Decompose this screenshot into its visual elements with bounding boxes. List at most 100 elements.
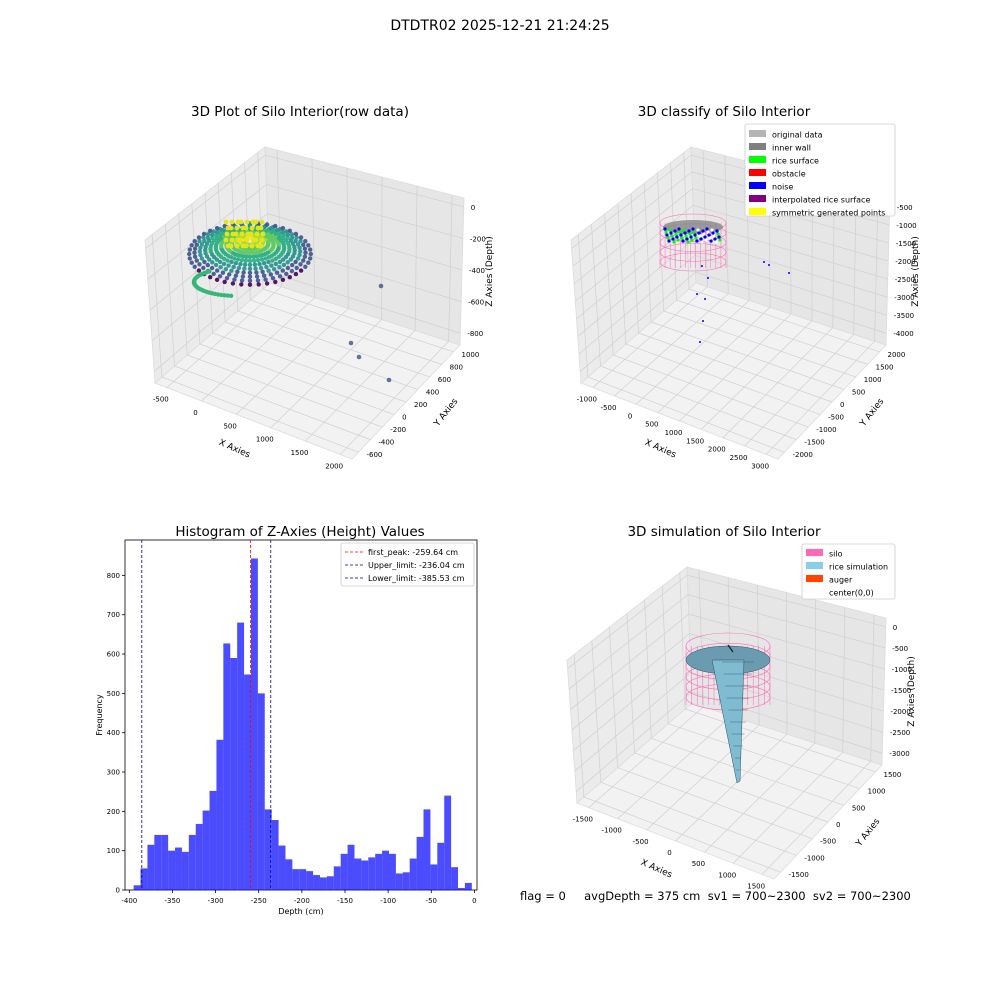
noise-point: [768, 264, 770, 266]
p4-z-tick-label: 0: [893, 624, 897, 632]
raw-point: [215, 268, 220, 273]
classified-point: [697, 231, 701, 235]
p1-y-grid: [225, 321, 418, 390]
p2-x-grid-wall: [702, 150, 708, 287]
raw-point: [189, 260, 194, 265]
raw-point: [266, 268, 271, 273]
classified-point: [705, 227, 709, 231]
p4-z-grid-wall: [575, 691, 692, 792]
raw-point: [295, 242, 301, 247]
raw-point: [242, 262, 248, 267]
y-tick-label: 400: [107, 729, 120, 737]
p4-y-grid: [583, 796, 781, 873]
y-tick-label: 300: [107, 769, 120, 777]
p2-y-grid: [676, 299, 868, 365]
raw-point: [201, 231, 207, 237]
raw-point-peak: [253, 237, 259, 243]
p4-z-grid: [688, 613, 885, 670]
x-tick-label: -100: [380, 897, 396, 905]
raw-point: [280, 277, 286, 282]
raw-point: [194, 258, 199, 263]
raw-point: [289, 232, 295, 237]
raw-point-peak: [229, 219, 235, 225]
raw-point: [238, 261, 243, 267]
raw-point: [210, 260, 215, 265]
raw-point: [293, 238, 298, 244]
raw-point: [239, 258, 245, 263]
raw-point: [229, 259, 234, 265]
raw-point: [263, 256, 268, 261]
raw-point-peak: [253, 219, 259, 225]
p1-y-tick-label: 200: [414, 401, 427, 409]
histogram-bar: [423, 809, 431, 890]
raw-point: [213, 262, 219, 268]
legend-label: silo: [829, 550, 843, 559]
classified-point: [708, 236, 712, 240]
p4-y-grid: [617, 767, 813, 840]
p4-y-tick-label: 1500: [884, 771, 902, 779]
classified-point: [709, 239, 713, 243]
raw-point: [302, 254, 308, 259]
raw-point: [303, 250, 308, 255]
raw-point: [240, 274, 246, 279]
raw-point: [277, 259, 283, 265]
x-axis-label: Depth (cm): [278, 907, 323, 916]
raw-point: [295, 256, 301, 261]
raw-point: [285, 232, 291, 237]
classified-point: [684, 234, 688, 238]
figure-title: DTDTR02 2025-12-21 21:24:25: [390, 18, 610, 34]
classified-point: [680, 236, 684, 240]
raw-point: [281, 242, 287, 248]
raw-point-peak: [223, 237, 229, 243]
raw-point: [303, 264, 308, 269]
classified-point: [700, 240, 704, 244]
raw-point: [192, 250, 197, 255]
p1-y-tick-label: 1000: [462, 351, 480, 359]
classified-point: [710, 228, 714, 232]
p4-y-grid: [600, 782, 797, 856]
p1-y-tick-label: 800: [450, 363, 463, 371]
histogram-bar: [230, 657, 238, 890]
p1-y-tick-label: -600: [366, 451, 382, 459]
p4-y-grid: [684, 708, 876, 773]
raw-point: [287, 275, 292, 280]
raw-point: [205, 235, 210, 240]
legend-swatch: [749, 195, 766, 202]
p4-x-tick-label: -1000: [602, 827, 622, 835]
classified-point: [703, 235, 707, 239]
raw-point: [214, 277, 220, 282]
p4-y-tick-label: -1000: [804, 854, 824, 862]
raw-point: [281, 257, 286, 262]
histogram-bar: [389, 853, 396, 890]
p1-x-tick-label: 1500: [291, 449, 309, 457]
raw-point-peak: [234, 225, 240, 231]
legend-swatch: [749, 182, 766, 189]
p2-z-grid-wall: [577, 238, 695, 337]
p2-x-tick-label: 1500: [686, 437, 704, 445]
histogram-bar: [181, 851, 189, 890]
histogram-bar: [140, 868, 148, 890]
raw-point: [253, 266, 258, 271]
p2-y-axis-label: Y Axies: [858, 397, 887, 430]
noise-point: [702, 320, 704, 322]
histogram-bar: [326, 876, 334, 890]
raw-point: [290, 262, 295, 268]
p4-y-tick-label: 1000: [868, 788, 886, 796]
legend-label: noise: [772, 183, 793, 192]
p2-z-tick-label: -1000: [896, 222, 916, 230]
p4-y-axis-label: Y Axies: [854, 817, 883, 850]
raw-point-ring: [219, 292, 224, 298]
raw-point: [285, 265, 291, 271]
raw-point: [264, 222, 270, 227]
raw-point: [273, 279, 278, 285]
x-tick-label: -200: [294, 897, 310, 905]
raw-point: [254, 270, 259, 275]
p4-x-grid-wall: [786, 592, 788, 735]
p4-z-grid: [687, 574, 886, 628]
p1-y-grid: [199, 343, 395, 415]
p2-z-grid: [694, 238, 888, 298]
raw-point: [306, 243, 311, 248]
p4-z-tick-label: -1000: [892, 666, 912, 674]
p2-y-grid-wall: [630, 193, 639, 334]
